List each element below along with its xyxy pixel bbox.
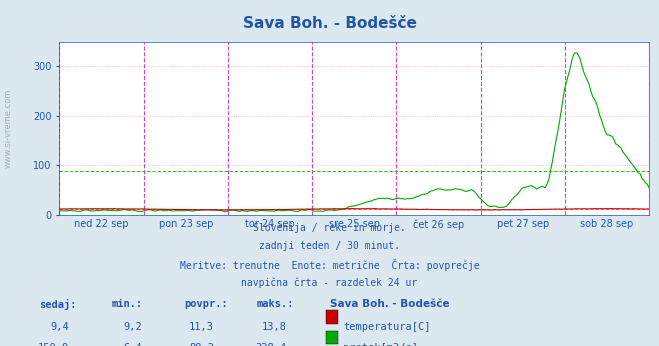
Text: navpična črta - razdelek 24 ur: navpična črta - razdelek 24 ur: [241, 277, 418, 288]
Text: povpr.:: povpr.:: [185, 299, 228, 309]
Text: Meritve: trenutne  Enote: metrične  Črta: povprečje: Meritve: trenutne Enote: metrične Črta: …: [180, 259, 479, 271]
Text: 13,8: 13,8: [262, 322, 287, 332]
Text: 6,4: 6,4: [123, 343, 142, 346]
Text: maks.:: maks.:: [257, 299, 295, 309]
Text: pretok[m3/s]: pretok[m3/s]: [343, 343, 418, 346]
Text: sedaj:: sedaj:: [40, 299, 77, 310]
Text: www.si-vreme.com: www.si-vreme.com: [3, 88, 13, 168]
Text: Sava Boh. - Bodešče: Sava Boh. - Bodešče: [243, 16, 416, 30]
Text: Slovenija / reke in morje.: Slovenija / reke in morje.: [253, 223, 406, 233]
Text: 11,3: 11,3: [189, 322, 214, 332]
Text: zadnji teden / 30 minut.: zadnji teden / 30 minut.: [259, 241, 400, 251]
Text: min.:: min.:: [112, 299, 143, 309]
Text: 9,2: 9,2: [123, 322, 142, 332]
Text: 88,2: 88,2: [189, 343, 214, 346]
Text: 9,4: 9,4: [51, 322, 69, 332]
Text: 328,4: 328,4: [256, 343, 287, 346]
Text: temperatura[C]: temperatura[C]: [343, 322, 431, 332]
Text: 150,0: 150,0: [38, 343, 69, 346]
Text: Sava Boh. - Bodešče: Sava Boh. - Bodešče: [330, 299, 449, 309]
